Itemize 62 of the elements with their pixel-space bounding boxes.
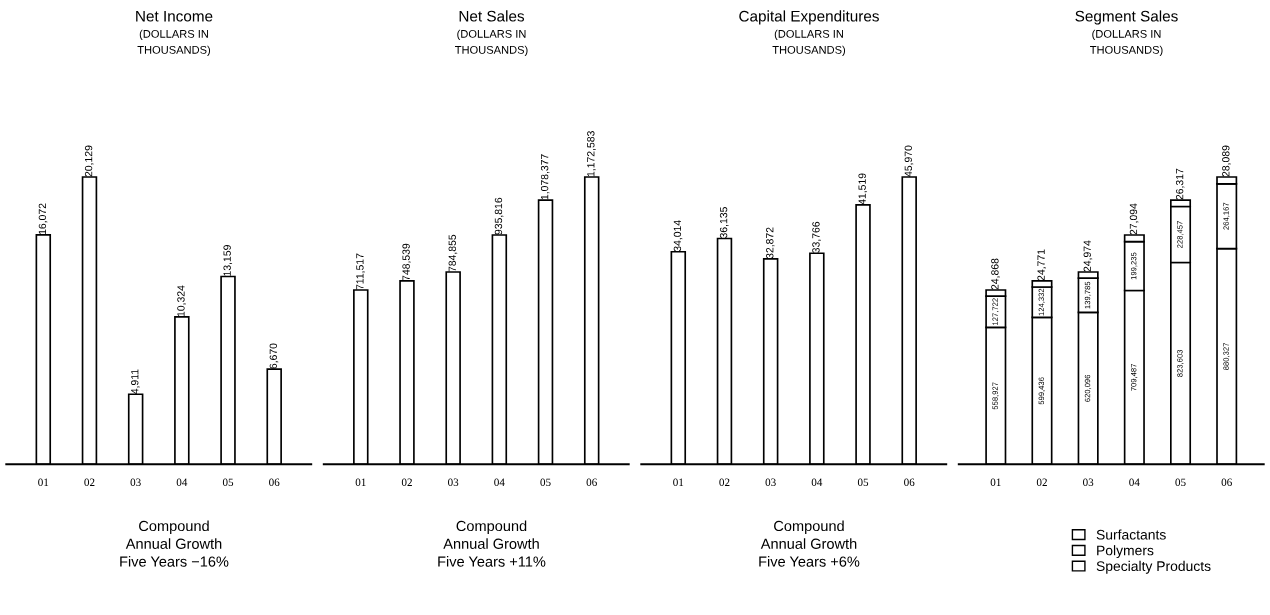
- chart-title: Net Sales: [459, 10, 525, 22]
- chart-subtitle: (DOLLARS IN THOUSANDS): [137, 29, 211, 56]
- data-label: 24,974: [1083, 240, 1093, 272]
- x-tick-label: 05: [857, 478, 869, 487]
- text: Compound Annual Growth Five Years +11%: [438, 520, 546, 567]
- data-label: 45,970: [904, 145, 914, 177]
- x-tick-label: 04: [494, 478, 505, 487]
- chart-subtitle: (DOLLARS IN THOUSANDS): [772, 29, 846, 56]
- data-label: 748,539: [402, 243, 411, 281]
- data-label: 24,868: [991, 258, 1000, 290]
- x-tick-label: 01: [990, 478, 1001, 487]
- data-label: 4,911: [131, 369, 140, 394]
- x-tick-label: 04: [176, 478, 188, 487]
- data-label: 1,172,583: [587, 131, 596, 177]
- x-tick-label: 03: [765, 478, 776, 487]
- data-label: 36,135: [719, 207, 729, 239]
- data-label: 935,816: [494, 197, 504, 235]
- x-tick-label: 02: [1036, 478, 1047, 487]
- data-label: 711,517: [356, 253, 365, 290]
- x-tick-label: 01: [38, 478, 49, 487]
- chart-subtitle: (DOLLARS IN THOUSANDS): [1090, 29, 1163, 56]
- legend-label: Surfactants: [1096, 529, 1166, 540]
- chart-title: Capital Expenditures: [739, 10, 879, 25]
- data-label: 13,159: [223, 245, 233, 276]
- x-tick-label: 03: [448, 478, 459, 487]
- data-label: 10,324: [177, 285, 186, 317]
- data-label: 27,094: [1129, 203, 1139, 235]
- chart-title: Net Income: [136, 10, 213, 22]
- x-tick-label: 06: [904, 478, 915, 487]
- data-label: 784,855: [448, 234, 458, 272]
- x-tick-label: 03: [1083, 478, 1094, 487]
- data-label: 24,771: [1037, 249, 1046, 281]
- data-label: 41,519: [858, 173, 868, 205]
- x-tick-label: 05: [540, 478, 551, 487]
- data-label: 1,078,377: [540, 154, 550, 200]
- x-tick-label: 05: [1175, 478, 1186, 487]
- x-tick-label: 06: [586, 478, 597, 487]
- data-label: 16,072: [38, 203, 48, 235]
- data-label: 6,670: [269, 343, 279, 369]
- x-tick-label: 04: [1129, 478, 1140, 487]
- text: Compound Annual Growth Five Years −16%: [120, 520, 229, 567]
- data-label: 20,129: [84, 145, 94, 177]
- x-tick-label: 02: [84, 478, 95, 487]
- chart-subtitle: (DOLLARS IN THOUSANDS): [455, 29, 528, 56]
- x-tick-label: 06: [1221, 478, 1232, 487]
- data-label: 26,317: [1175, 168, 1185, 200]
- x-tick-label: 04: [811, 478, 823, 487]
- x-tick-label: 06: [269, 478, 280, 487]
- data-label: 33,766: [812, 221, 821, 253]
- data-label: 34,014: [673, 220, 683, 252]
- x-tick-label: 02: [401, 478, 412, 487]
- data-label: 28,089: [1222, 145, 1231, 177]
- x-tick-label: 02: [719, 478, 730, 487]
- text: Compound Annual Growth Five Years +6%: [759, 520, 860, 567]
- x-tick-label: 05: [222, 478, 234, 487]
- legend-label: Polymers: [1097, 545, 1154, 559]
- data-label: 32,872: [766, 227, 775, 259]
- legend-label: Specialty Products: [1096, 560, 1211, 574]
- chart-title: Segment Sales: [1075, 10, 1178, 25]
- x-tick-label: 01: [355, 478, 366, 487]
- x-tick-label: 03: [130, 478, 141, 487]
- x-tick-label: 01: [673, 478, 684, 487]
